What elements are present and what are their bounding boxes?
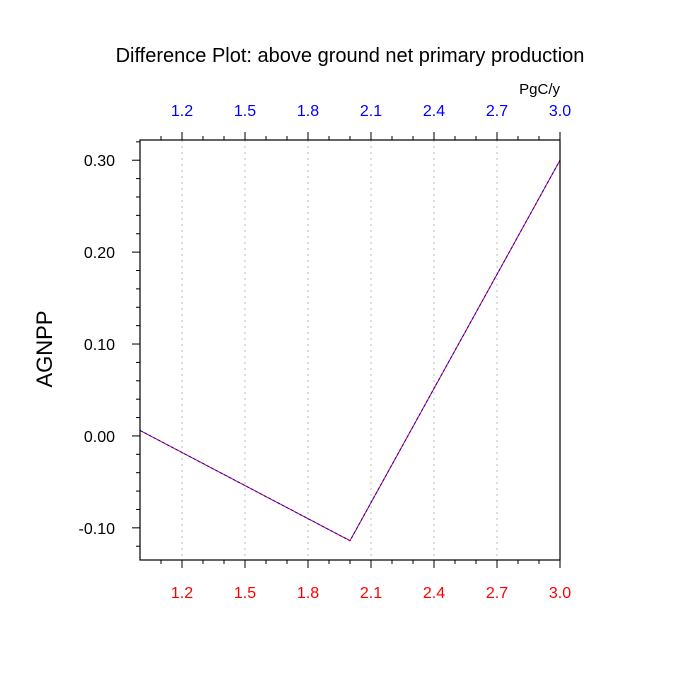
tick-label-layer: 1.2 1.2 1.5 1.5 1.8 1.8 2.1 2.1 2.4 2.4 2.7 2.7 3.0 3…: [79, 103, 572, 602]
x-tick-label-top: 3.0: [549, 103, 571, 120]
x-tick-label-bottom: 1.2: [171, 585, 193, 602]
y-tick-label: 0.20: [84, 245, 115, 262]
chart-title: Difference Plot: above ground net primar…: [116, 45, 585, 67]
x-tick-label-top: 1.5: [234, 103, 256, 120]
y-tick-label: 0.00: [84, 429, 115, 446]
x-tick-label-top: 1.8: [297, 103, 319, 120]
x-tick-label-top: 2.1: [360, 103, 382, 120]
y-tick-label: 0.30: [84, 153, 115, 170]
y-tick-label: -0.10: [79, 521, 116, 538]
tick-layer: [132, 132, 561, 568]
y-axis-label: AGNPP: [32, 310, 57, 387]
series-point: [349, 540, 351, 542]
y-tick-label: 0.10: [84, 337, 115, 354]
x-tick-label-bottom: 2.7: [486, 585, 508, 602]
x-tick-label-top: 1.2: [171, 103, 193, 120]
grid-layer: [181, 140, 561, 560]
x-tick-label-top: 2.7: [486, 103, 508, 120]
x-tick-label-bottom: 1.8: [297, 585, 319, 602]
x-tick-label-bottom: 2.4: [423, 585, 445, 602]
top-axis-unit-label: PgC/y: [519, 81, 560, 98]
x-tick-label-bottom: 3.0: [549, 585, 571, 602]
x-tick-label-bottom: 2.1: [360, 585, 382, 602]
x-tick-label-bottom: 1.5: [234, 585, 256, 602]
x-tick-label-top: 2.4: [423, 103, 445, 120]
